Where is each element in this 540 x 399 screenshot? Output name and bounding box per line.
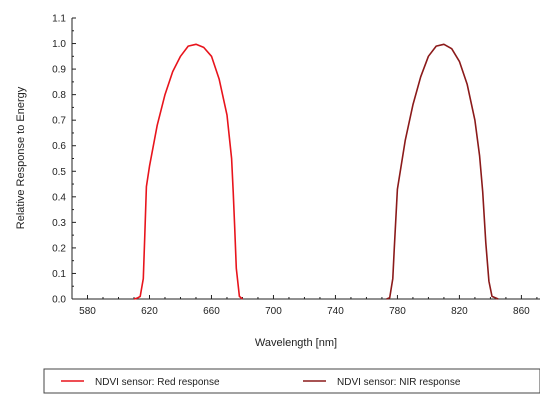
x-tick-label: 820 bbox=[451, 306, 468, 317]
legend-label-red: NDVI sensor: Red response bbox=[95, 377, 220, 388]
y-tick-label: 0.7 bbox=[52, 116, 66, 127]
series-line-red bbox=[133, 43, 244, 300]
y-tick-label: 0.2 bbox=[52, 243, 66, 254]
x-axis: 580 620 660 700 740 780 820 860 bbox=[79, 295, 538, 317]
series-line-nir bbox=[386, 43, 499, 300]
x-tick-label: 780 bbox=[389, 306, 406, 317]
series-layer bbox=[133, 43, 499, 300]
y-tick-label: 1.1 bbox=[52, 14, 66, 25]
y-tick-label: 0.9 bbox=[52, 65, 66, 76]
plot-frame bbox=[71, 18, 540, 300]
y-tick-label: 1.0 bbox=[52, 39, 66, 50]
legend-box bbox=[43, 368, 540, 394]
y-axis: 0.0 0.1 0.2 0.3 0.4 0.5 0.6 0.7 0.8 0.9 1.0 1.1 bbox=[52, 14, 76, 306]
x-tick-label: 860 bbox=[513, 306, 530, 317]
y-axis-title: Relative Response to Energy bbox=[15, 86, 27, 229]
x-tick-label: 620 bbox=[141, 306, 158, 317]
x-tick-label: 740 bbox=[327, 306, 344, 317]
y-tick-label: 0.5 bbox=[52, 167, 66, 178]
y-tick-label: 0.4 bbox=[52, 192, 66, 203]
y-tick-label: 0.6 bbox=[52, 141, 66, 152]
x-tick-label: 580 bbox=[79, 306, 96, 317]
y-tick-label: 0.3 bbox=[52, 218, 66, 229]
legend-label-nir: NDVI sensor: NIR response bbox=[337, 377, 461, 388]
y-tick-label: 0.8 bbox=[52, 90, 66, 101]
x-axis-title: Wavelength [nm] bbox=[255, 337, 337, 349]
x-tick-label: 660 bbox=[203, 306, 220, 317]
y-tick-label: 0.0 bbox=[52, 295, 66, 306]
legend: NDVI sensor: Red response NDVI sensor: N… bbox=[43, 368, 540, 394]
x-tick-label: 700 bbox=[265, 306, 282, 317]
y-tick-label: 0.1 bbox=[52, 269, 66, 280]
